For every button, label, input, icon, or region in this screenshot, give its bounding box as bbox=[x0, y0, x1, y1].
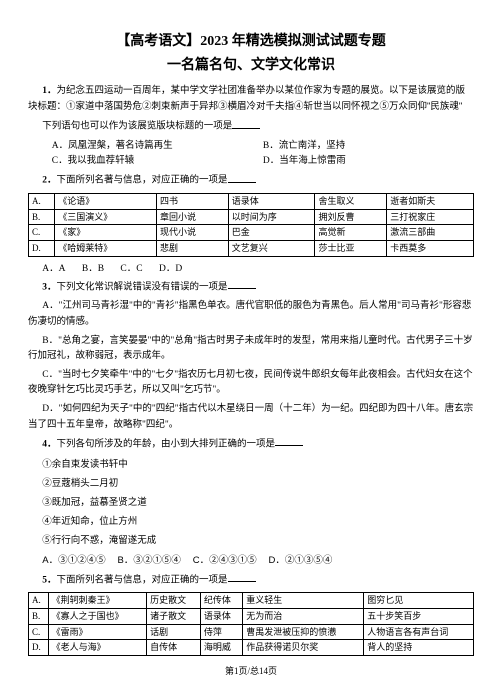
q4-opt-c: C．②④③①⑤ bbox=[193, 555, 257, 566]
q3-opt-d: D．"如何四纪为天子"中的"四纪"指古代以木星绕日一周（十二年）为一纪。四纪即为… bbox=[28, 402, 474, 432]
q5-prompt: 下面所列名著与信息，对应正确的一项是 bbox=[57, 575, 228, 585]
q1-opt-c: C．我以我血荐轩辕 bbox=[52, 154, 263, 169]
question-3: 3．下列文化常识解说错误没有错误的一项是 A．"江州司马青衫湿"中的"青衫"指黑… bbox=[28, 280, 474, 433]
blank bbox=[228, 573, 256, 583]
q4-item1: ①余自束发读书轩中 bbox=[28, 457, 474, 472]
q4-item4: ④年近知命，位止方州 bbox=[28, 514, 474, 529]
table-row: A. 《荆轲刺秦王》 历史散文 纪传体 重义轻生 图穷匕见 bbox=[29, 593, 474, 609]
question-2: 2．下面所列名著与信息，对应正确的一项是 A. 《论语》 四书 语录体 舍生取义… bbox=[28, 173, 474, 273]
table-row: D. 《哈姆莱特》 悲剧 文艺复兴 莎士比亚 卡西莫多 bbox=[29, 241, 474, 257]
q4-prompt: 下列各句所涉及的年龄，由小到大排列正确的一项是 bbox=[57, 439, 276, 449]
page-footer: 第1页/总14页 bbox=[28, 664, 474, 677]
table-row: B. 《三国演义》 章回小说 以时间为序 拥刘反曹 三打祝家庄 bbox=[29, 209, 474, 225]
table-row: D. 《老人与海》 自传体 海明威 作品获得诺贝尔奖 背人的坚持 bbox=[29, 640, 474, 656]
q4-num: 4． bbox=[42, 439, 56, 449]
q3-num: 3． bbox=[42, 282, 56, 292]
q4-opt-b: B．③②①⑤④ bbox=[117, 555, 180, 566]
q4-opt-d: D．②①③⑤④ bbox=[268, 555, 332, 566]
q5-num: 5． bbox=[42, 575, 56, 585]
page-title: 【高考语文】2023 年精选模拟测试试题专题 bbox=[28, 30, 474, 50]
q1-opt-b: B．流亡南洋，坚持 bbox=[263, 139, 474, 154]
table-row: C. 《雷雨》 话剧 侍萍 曹禺发泄被压抑的愤懑 人物语言各有声台词 bbox=[29, 624, 474, 640]
q5-table: A. 《荆轲刺秦王》 历史散文 纪传体 重义轻生 图穷匕见 B. 《寡人之于国也… bbox=[28, 592, 474, 655]
q1-opt-a: A．凤凰涅槃，著名诗篇再生 bbox=[52, 139, 263, 154]
q4-item3: ③既加冠，益慕圣贤之道 bbox=[28, 495, 474, 510]
q1-prompt: 下列语句也可以作为该展览版块标题的一项是 bbox=[42, 122, 232, 132]
table-row: A. 《论语》 四书 语录体 舍生取义 逝者如斯夫 bbox=[29, 194, 474, 210]
q4-item2: ②豆蔻梢头二月初 bbox=[28, 476, 474, 491]
question-1: 1．为纪念五四运动一百周年，某中学文学社团准备举办以某位作家为专题的展览。以下是… bbox=[28, 84, 474, 169]
q1-opt-d: D．当年海上惊雷雨 bbox=[263, 154, 474, 169]
question-4: 4．下列各句所涉及的年龄，由小到大排列正确的一项是 ①余自束发读书轩中 ②豆蔻梢… bbox=[28, 437, 474, 569]
page-subtitle: 一名篇名句、文学文化常识 bbox=[28, 54, 474, 74]
q3-opt-a: A．"江州司马青衫湿"中的"青衫"指黑色单衣。唐代官职低的服色为青黑色。后人常用… bbox=[28, 299, 474, 329]
q2-num: 2． bbox=[42, 176, 56, 186]
q4-item5: ⑤行行向不惑，淹留遂无成 bbox=[28, 533, 474, 548]
q4-opt-a: A．③①②④⑤ bbox=[42, 555, 105, 566]
blank bbox=[232, 119, 260, 129]
blank bbox=[228, 280, 256, 290]
q2-answers: A．A B．B C．C D．D bbox=[28, 260, 474, 274]
table-row: B. 《寡人之于国也》 诸子散文 语录体 无为而治 五十步笑百步 bbox=[29, 609, 474, 625]
q2-prompt: 下面所列名著与信息，对应正确的一项是 bbox=[57, 176, 228, 186]
question-5: 5．下面所列名著与信息，对应正确的一项是 A. 《荆轲刺秦王》 历史散文 纪传体… bbox=[28, 573, 474, 656]
q3-opt-c: C．"当时七夕笑牵牛"中的"七夕"指农历七月初七夜，民间传说牛郎织女每年此夜相会… bbox=[28, 368, 474, 398]
q3-prompt: 下列文化常识解说错误没有错误的一项是 bbox=[57, 282, 228, 292]
blank bbox=[228, 173, 256, 183]
q3-opt-b: B．"总角之宴，言笑晏晏"中的"总角"指古时男子未成年时的发型，常用来指儿童时代… bbox=[28, 334, 474, 364]
q1-num: 1． bbox=[42, 86, 56, 96]
table-row: C. 《家》 现代小说 巴金 高觉新 激流三部曲 bbox=[29, 225, 474, 241]
blank bbox=[275, 437, 303, 447]
q1-text-b: ①家道中落国势危②刺束新声于异邦③横眉冷对千夫指④斩世当以同怀视之⑤万众同仰"民… bbox=[66, 101, 462, 112]
q2-table: A. 《论语》 四书 语录体 舍生取义 逝者如斯夫 B. 《三国演义》 章回小说… bbox=[28, 193, 474, 256]
